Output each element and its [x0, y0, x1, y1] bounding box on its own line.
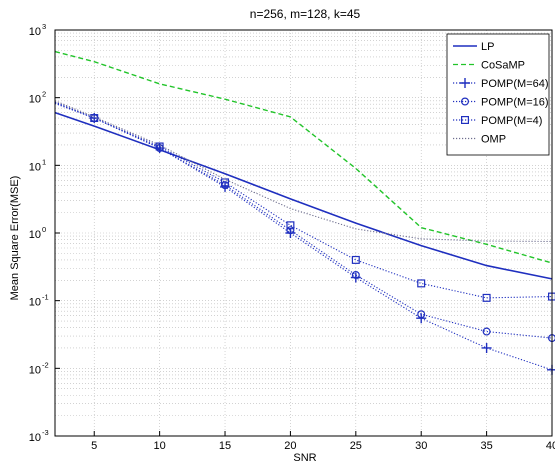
- data-point: [351, 255, 360, 264]
- legend-item: POMP(M=16): [453, 97, 549, 109]
- series-cosamp: [54, 50, 553, 264]
- legend-marker: [460, 78, 470, 88]
- x-tick-label: 15: [219, 440, 231, 452]
- series-lp: [54, 111, 553, 280]
- y-tick-exponent: -2: [42, 360, 49, 369]
- series-omp: [54, 100, 553, 243]
- y-tick-label: 10: [29, 229, 41, 241]
- y-tick-exponent: 1: [42, 157, 46, 166]
- y-axis-label: Mean Square Error(MSE): [9, 176, 21, 301]
- legend-label: POMP(M=16): [481, 97, 549, 109]
- legend-item: POMP(M=64): [453, 78, 549, 90]
- data-point: [481, 342, 492, 353]
- y-tick-label: 10: [29, 432, 41, 444]
- x-tick-label: 40: [546, 440, 555, 452]
- series-line: [54, 50, 553, 264]
- data-point: [417, 310, 426, 319]
- legend-item: OMP: [453, 134, 506, 146]
- data-point: [482, 327, 491, 336]
- data-point: [547, 364, 555, 375]
- legend-label: POMP(M=4): [481, 115, 542, 127]
- data-point: [482, 293, 491, 302]
- x-axis-label: SNR: [293, 452, 316, 463]
- x-tick-label: 30: [415, 440, 427, 452]
- series-layer: [54, 50, 555, 375]
- legend-label: POMP(M=64): [481, 78, 549, 90]
- legend-item: CoSaMP: [453, 60, 525, 72]
- x-tick-label: 25: [350, 440, 362, 452]
- legend-item: POMP(M=4): [453, 115, 542, 127]
- data-point: [351, 270, 360, 279]
- series-line: [54, 101, 553, 299]
- y-tick-exponent: -1: [42, 293, 49, 302]
- y-tick-label: 10: [29, 94, 41, 106]
- y-tick-exponent: -3: [42, 428, 49, 437]
- legend-marker: [461, 97, 470, 106]
- y-tick-exponent: 2: [42, 90, 46, 99]
- y-tick-label: 10: [29, 26, 41, 38]
- y-tick-label: 10: [29, 364, 41, 376]
- data-point: [286, 221, 295, 230]
- x-tick-label: 20: [284, 440, 296, 452]
- legend: LP CoSaMP POMP(M=64) POMP(M=16) POMP(M=4) OMP: [446, 33, 550, 156]
- legend-label: LP: [481, 41, 494, 53]
- y-tick-label: 10: [29, 297, 41, 309]
- legend-marker: [461, 115, 470, 124]
- series-line: [54, 111, 553, 280]
- legend-box: [446, 33, 550, 156]
- x-tick-label: 5: [91, 440, 97, 452]
- legend-label: CoSaMP: [481, 60, 525, 72]
- y-tick-exponent: 0: [42, 225, 46, 234]
- x-tick-label: 10: [154, 440, 166, 452]
- data-point: [286, 226, 295, 235]
- y-tick-exponent: 3: [42, 22, 46, 31]
- y-tick-label: 10: [29, 161, 41, 173]
- chart-title: n=256, m=128, k=45: [250, 7, 361, 21]
- data-point: [417, 279, 426, 288]
- series-line: [54, 100, 553, 243]
- x-tick-label: 35: [480, 440, 492, 452]
- legend-item: LP: [453, 41, 494, 53]
- data-point: [221, 178, 230, 187]
- legend-label: OMP: [481, 134, 506, 146]
